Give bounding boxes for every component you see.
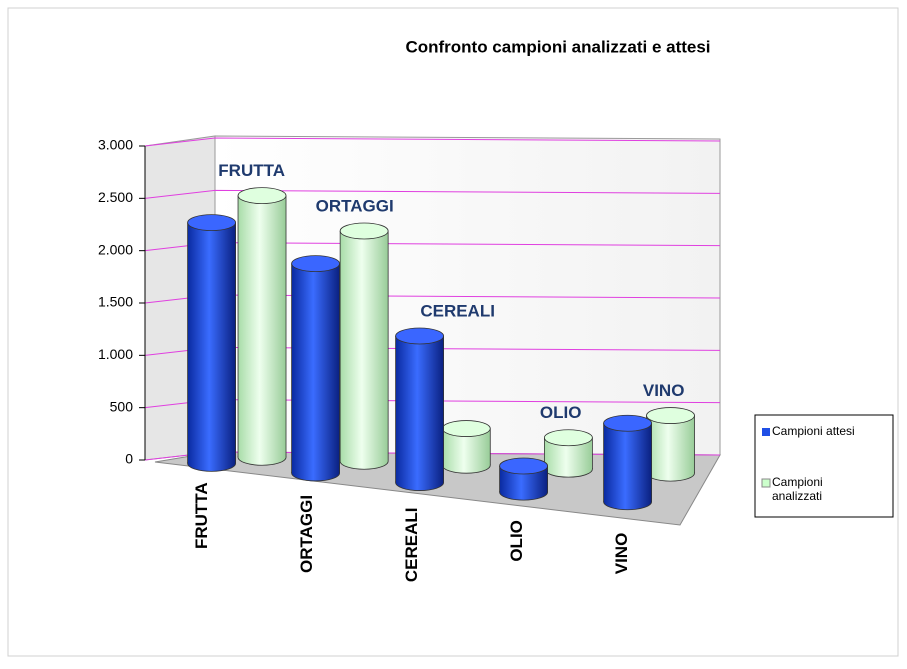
x-tick-label: CEREALI <box>402 508 421 583</box>
bar <box>187 222 236 464</box>
cylinder-top <box>291 255 341 273</box>
y-tick-label: 1.000 <box>98 346 133 362</box>
y-tick-label: 0 <box>125 451 133 467</box>
bar <box>603 423 652 502</box>
legend-label-box: Campioni analizzati <box>772 475 823 503</box>
cylinder-top <box>499 457 548 475</box>
chart-title: Confronto campioni analizzati e attesi <box>405 37 710 56</box>
cylinder-top <box>339 222 389 240</box>
legend-label: Campioni analizzati <box>772 475 823 503</box>
legend-label-box: Campioni attesi <box>772 424 855 438</box>
legend-label: Campioni attesi <box>772 424 855 438</box>
cylinder-top <box>441 420 491 437</box>
grid-line <box>144 137 721 147</box>
legend-swatch <box>761 478 771 488</box>
data-label: FRUTTA <box>218 161 285 180</box>
cylinder-top <box>187 214 237 232</box>
x-tick-label: ORTAGGI <box>297 495 316 573</box>
cylinder-top <box>237 187 287 205</box>
bar <box>238 195 287 458</box>
y-tick-label: 3.000 <box>98 137 133 153</box>
legend <box>754 414 894 518</box>
bar <box>291 263 340 473</box>
cylinder-top <box>395 327 445 345</box>
y-tick-label: 1.500 <box>98 294 133 310</box>
y-tick-label: 500 <box>110 398 134 414</box>
x-tick-label: OLIO <box>507 520 526 562</box>
bar <box>646 415 695 474</box>
bar <box>395 336 444 483</box>
cylinder-top <box>603 414 652 432</box>
x-tick-label: VINO <box>612 533 631 575</box>
y-tick-label: 2.500 <box>98 189 133 205</box>
data-label: OLIO <box>540 403 582 422</box>
cylinder-top <box>646 407 695 424</box>
y-tick-label: 2.000 <box>98 241 133 257</box>
data-label: VINO <box>643 381 685 400</box>
grid-line <box>144 189 721 199</box>
cylinder-top <box>543 429 593 447</box>
data-label: ORTAGGI <box>316 196 394 215</box>
data-label: CEREALI <box>420 301 495 320</box>
x-tick-label: FRUTTA <box>192 482 211 549</box>
legend-swatch <box>762 428 770 436</box>
bar <box>340 230 389 462</box>
